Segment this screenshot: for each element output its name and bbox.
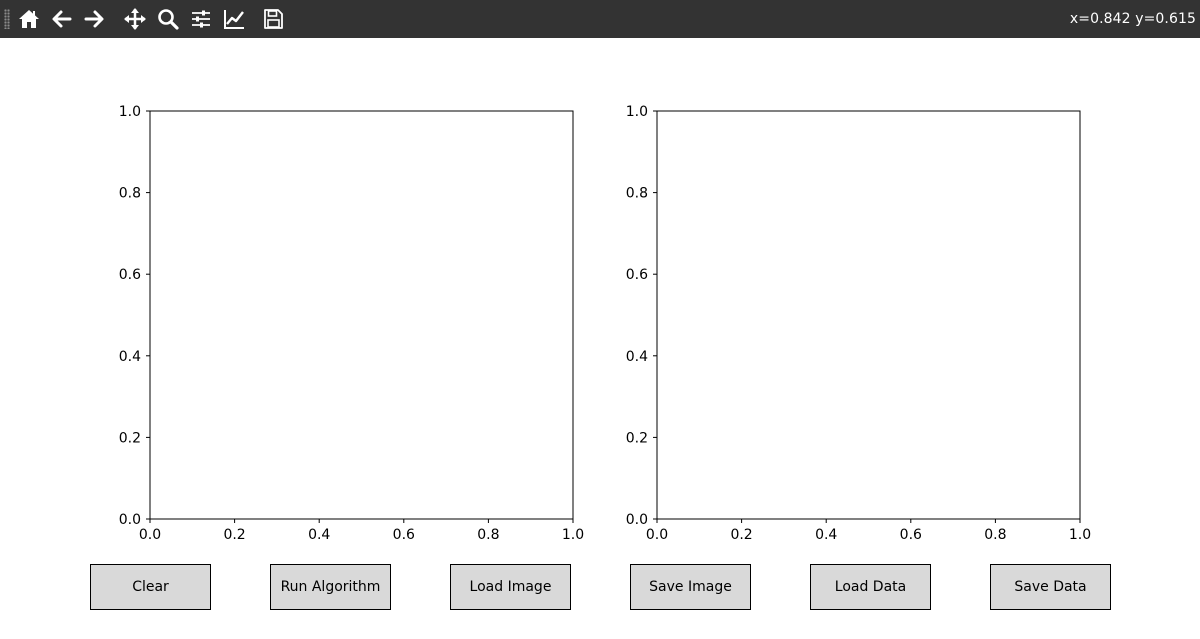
right-x-tick-label: 0.0 (646, 527, 668, 543)
home-button[interactable] (15, 5, 43, 33)
right-axes[interactable]: 0.0 0.2 0.4 0.6 0.8 1.0 0.0 0.2 0.4 0.6 0.8 1.0 (626, 104, 1091, 543)
left-x-tick-label: 0.8 (477, 527, 499, 543)
right-y-tick-label: 0.8 (626, 186, 648, 202)
left-axes-frame (149, 110, 574, 520)
right-x-tick-label: 0.4 (815, 527, 837, 543)
save-figure-button[interactable] (259, 5, 287, 33)
save-icon (264, 9, 283, 29)
left-x-tick-label: 0.6 (393, 527, 415, 543)
left-y-tick-label: 0.0 (119, 512, 141, 528)
cursor-coordinates-readout: x=0.842 y=0.615 (1069, 11, 1196, 27)
left-y-tick-label: 0.2 (119, 430, 141, 446)
load-data-button[interactable]: Load Data (810, 564, 931, 610)
configure-subplots-button[interactable] (187, 5, 215, 33)
left-x-tick-label: 1.0 (562, 527, 584, 543)
run-algorithm-button[interactable]: Run Algorithm (270, 564, 391, 610)
pan-button[interactable] (121, 5, 149, 33)
navigation-toolbar: x=0.842 y=0.615 (0, 0, 1200, 38)
pan-icon (124, 8, 146, 30)
left-x-tick-label: 0.2 (223, 527, 245, 543)
load-image-button[interactable]: Load Image (450, 564, 571, 610)
right-y-tick-label: 0.4 (626, 349, 648, 365)
right-y-tick-label: 1.0 (626, 104, 648, 120)
edit-axis-button[interactable] (220, 5, 248, 33)
right-axes-frame (656, 110, 1081, 520)
edit-axis-icon (224, 10, 244, 29)
back-button[interactable] (48, 5, 76, 33)
toolbar-grip-handle[interactable] (4, 9, 10, 29)
save-image-button[interactable]: Save Image (630, 564, 751, 610)
left-x-tick-label: 0.4 (308, 527, 330, 543)
home-icon (19, 10, 39, 28)
zoom-icon (158, 9, 179, 30)
zoom-button[interactable] (154, 5, 182, 33)
right-x-tick-label: 0.8 (984, 527, 1006, 543)
configure-subplots-icon (192, 10, 210, 28)
left-y-tick-label: 0.6 (119, 267, 141, 283)
right-y-tick-label: 0.0 (626, 512, 648, 528)
forward-icon (84, 10, 104, 28)
forward-button[interactable] (80, 5, 108, 33)
right-x-tick-label: 0.6 (900, 527, 922, 543)
right-x-tick-label: 1.0 (1069, 527, 1091, 543)
left-y-tick-label: 1.0 (119, 104, 141, 120)
left-y-tick-label: 0.4 (119, 349, 141, 365)
right-x-tick-label: 0.2 (730, 527, 752, 543)
save-data-button[interactable]: Save Data (990, 564, 1111, 610)
left-x-tick-label: 0.0 (139, 527, 161, 543)
right-y-tick-label: 0.6 (626, 267, 648, 283)
back-icon (52, 10, 72, 28)
left-y-tick-label: 0.8 (119, 186, 141, 202)
clear-button[interactable]: Clear (90, 564, 211, 610)
right-y-tick-label: 0.2 (626, 430, 648, 446)
left-axes[interactable]: 0.0 0.2 0.4 0.6 0.8 1.0 0.0 0.2 0.4 0.6 0.8 1.0 (119, 104, 584, 543)
